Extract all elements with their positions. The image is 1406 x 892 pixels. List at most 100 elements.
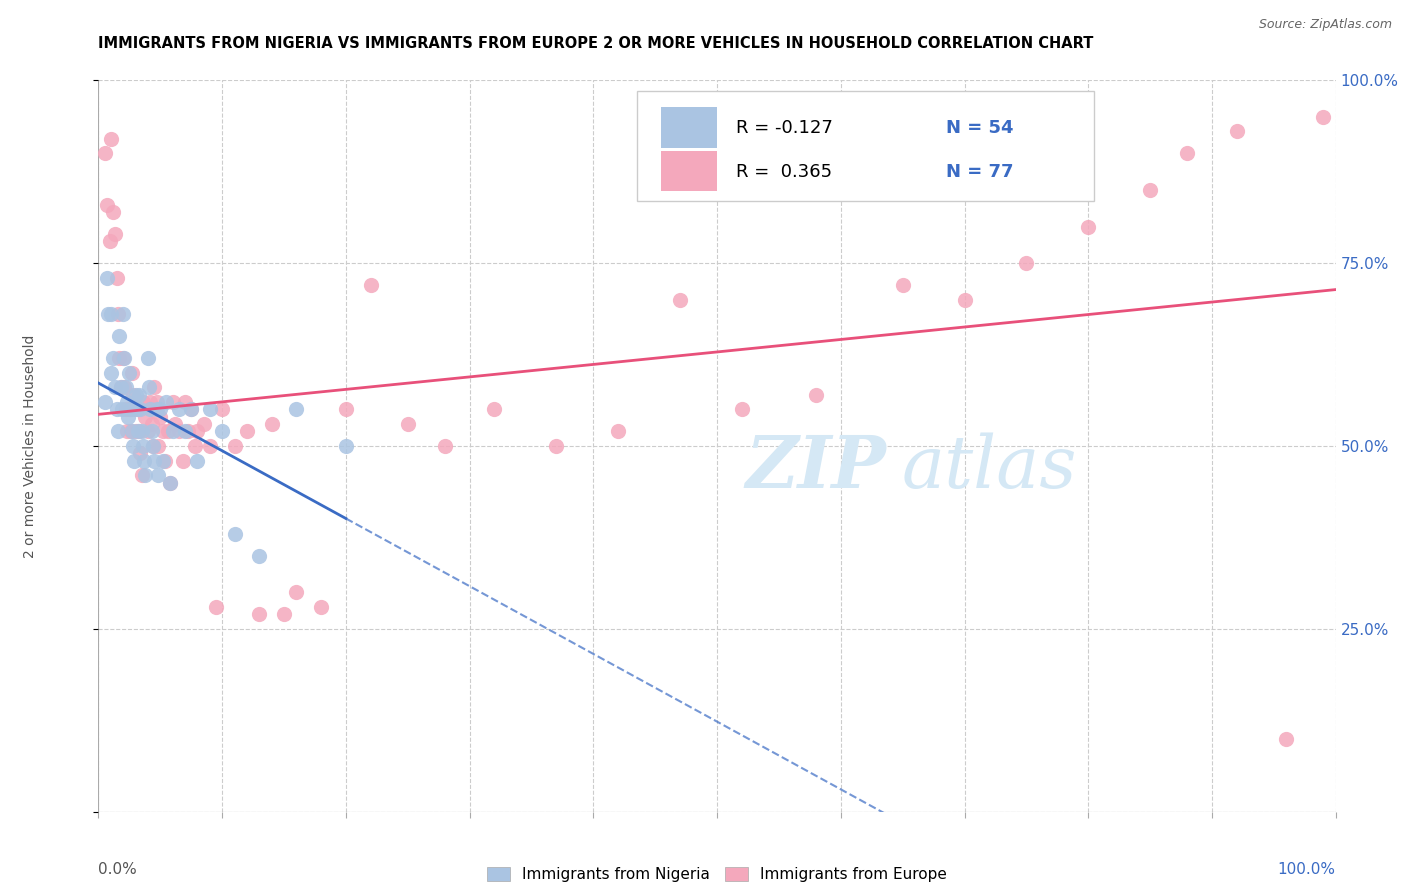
Point — [142, 439, 165, 453]
Point — [138, 380, 160, 394]
Text: 100.0%: 100.0% — [1278, 863, 1336, 877]
Point — [152, 453, 174, 467]
Point — [110, 380, 132, 394]
Point — [184, 439, 207, 453]
Text: 0.0%: 0.0% — [98, 863, 138, 877]
Point — [360, 278, 382, 293]
FancyBboxPatch shape — [661, 152, 717, 192]
Point — [115, 395, 138, 409]
Point — [1312, 110, 1334, 124]
Point — [152, 425, 174, 439]
Point — [143, 453, 166, 467]
Point — [180, 402, 202, 417]
Point — [100, 132, 122, 146]
Text: R = -0.127: R = -0.127 — [735, 119, 832, 136]
Point — [162, 425, 184, 439]
Point — [139, 395, 162, 409]
Point — [1175, 146, 1198, 161]
Point — [118, 402, 141, 417]
Point — [167, 402, 190, 417]
Text: ZIP: ZIP — [745, 433, 886, 503]
FancyBboxPatch shape — [661, 107, 717, 147]
Point — [669, 293, 692, 307]
Point — [128, 388, 150, 402]
Point — [804, 388, 827, 402]
Point — [136, 425, 159, 439]
Point — [335, 439, 357, 453]
Point — [124, 388, 146, 402]
Point — [120, 425, 142, 439]
Text: IMMIGRANTS FROM NIGERIA VS IMMIGRANTS FROM EUROPE 2 OR MORE VEHICLES IN HOUSEHOL: IMMIGRANTS FROM NIGERIA VS IMMIGRANTS FR… — [98, 36, 1094, 51]
Point — [124, 425, 146, 439]
Point — [108, 351, 131, 366]
Text: N = 54: N = 54 — [946, 119, 1014, 136]
Point — [273, 607, 295, 622]
Point — [224, 439, 246, 453]
Point — [198, 402, 221, 417]
Point — [124, 453, 146, 467]
Point — [131, 425, 153, 439]
Point — [103, 380, 125, 394]
Point — [118, 366, 141, 380]
Point — [132, 439, 155, 453]
Point — [125, 402, 148, 417]
Point — [891, 278, 914, 293]
Point — [146, 468, 169, 483]
Point — [128, 425, 150, 439]
Point — [1226, 124, 1249, 138]
Point — [110, 380, 132, 394]
Legend: Immigrants from Nigeria, Immigrants from Europe: Immigrants from Nigeria, Immigrants from… — [481, 861, 953, 888]
Point — [131, 468, 153, 483]
Point — [156, 425, 179, 439]
Point — [186, 453, 208, 467]
Point — [224, 526, 246, 541]
Point — [127, 425, 149, 439]
Point — [93, 395, 115, 409]
Point — [136, 351, 159, 366]
Text: N = 77: N = 77 — [946, 162, 1014, 181]
Point — [145, 402, 167, 417]
Point — [1139, 183, 1161, 197]
Point — [98, 234, 121, 248]
Point — [211, 402, 233, 417]
Point — [205, 599, 228, 614]
Point — [174, 395, 197, 409]
Point — [111, 402, 134, 417]
Point — [162, 395, 184, 409]
Point — [103, 351, 125, 366]
Point — [132, 395, 155, 409]
Point — [247, 549, 270, 563]
Point — [97, 307, 120, 321]
Point — [139, 402, 162, 417]
Point — [396, 417, 419, 431]
Text: atlas: atlas — [901, 433, 1077, 503]
Point — [120, 402, 142, 417]
Point — [129, 446, 152, 460]
Point — [127, 402, 149, 417]
Point — [146, 439, 169, 453]
Point — [93, 146, 115, 161]
Point — [1015, 256, 1038, 270]
Point — [172, 453, 194, 467]
Text: R =  0.365: R = 0.365 — [735, 162, 832, 181]
Point — [236, 425, 259, 439]
Point — [96, 197, 118, 211]
Point — [174, 425, 197, 439]
Point — [105, 402, 128, 417]
Point — [117, 409, 139, 424]
Point — [112, 380, 135, 394]
Point — [124, 402, 146, 417]
Point — [155, 395, 177, 409]
Point — [103, 227, 125, 241]
Point — [165, 417, 187, 431]
Point — [96, 270, 118, 285]
Point — [134, 453, 156, 467]
Point — [607, 425, 630, 439]
Point — [112, 307, 135, 321]
Point — [260, 417, 283, 431]
Point — [309, 599, 332, 614]
Point — [142, 439, 165, 453]
Point — [285, 402, 308, 417]
Point — [149, 409, 172, 424]
Point — [141, 425, 163, 439]
